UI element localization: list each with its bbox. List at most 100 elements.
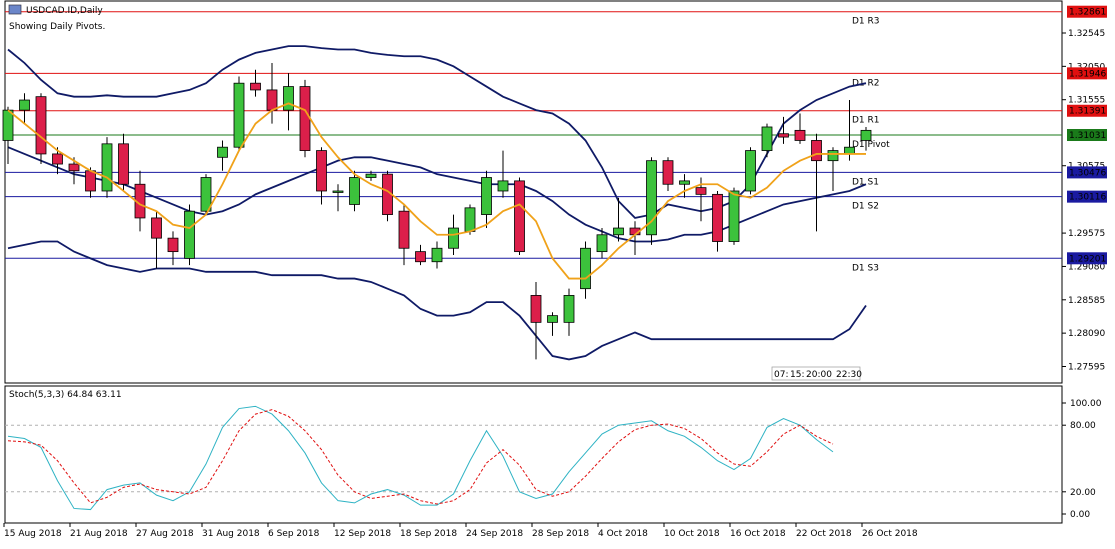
bull-candle	[646, 160, 657, 236]
candlesticks	[2, 62, 872, 360]
pivot-name: D1 Pivot	[852, 140, 890, 150]
bear-candle	[35, 96, 47, 155]
time-tick-label: 16 Oct 2018	[730, 529, 786, 539]
bear-candle	[266, 89, 278, 111]
time-tick-label: 28 Sep 2018	[532, 529, 589, 539]
time-tick-label: 15 Aug 2018	[4, 529, 62, 539]
bear-candle	[712, 193, 723, 242]
pivot-price-tag-label: 1.31946	[1069, 69, 1106, 79]
bull-candle	[745, 150, 756, 192]
bear-candle	[151, 217, 162, 239]
chart-window-icon	[8, 4, 22, 15]
session-time-marker: 07: 15: 20:00 22:30	[771, 366, 862, 381]
price-tick-label: 1.31555	[1068, 96, 1105, 106]
time-tick-label: 10 Oct 2018	[664, 529, 720, 539]
stoch-levels: 100.00 80.00 20.00 0.00	[5, 399, 1102, 520]
pivot-price-tag	[1067, 5, 1107, 18]
session-marker-box	[771, 366, 861, 381]
bollinger-bands	[7, 45, 867, 361]
bull-candle	[217, 146, 228, 158]
bear-candle	[52, 153, 63, 165]
price-tick-label: 1.32545	[1068, 29, 1105, 39]
bull-candle	[283, 86, 294, 111]
price-tick-label: 1.32050	[1068, 62, 1105, 72]
bull-candle	[613, 227, 624, 236]
price-panel-frame	[4, 0, 1063, 384]
bear-candle	[514, 180, 525, 253]
bear-candle	[316, 150, 327, 192]
bull-candle	[431, 247, 443, 263]
pivot-price-tag-label: 1.30476	[1069, 168, 1106, 178]
pivot-price-tag	[1067, 67, 1107, 80]
session-label-1: 07:	[774, 370, 788, 380]
bull-candle	[860, 129, 872, 141]
stoch-panel-frame	[4, 385, 1063, 524]
bear-candle	[662, 160, 674, 185]
price-tick-label: 1.28585	[1068, 296, 1105, 306]
time-tick-label: 6 Sep 2018	[268, 529, 320, 539]
time-tick-label: 12 Sep 2018	[334, 529, 391, 539]
session-label-3: 20:00	[806, 370, 832, 380]
time-tick-label: 27 Aug 2018	[136, 529, 194, 539]
bull-candle	[184, 210, 195, 259]
pivot-name: D1 S1	[852, 177, 879, 187]
pivot-price-tag	[1067, 252, 1107, 265]
bull-candle	[827, 150, 839, 162]
bull-candle	[365, 173, 377, 178]
moving-average-line	[7, 102, 866, 280]
stoch-level-label: 20.00	[1070, 488, 1096, 498]
bear-candle	[415, 251, 426, 263]
bull-candle	[332, 190, 344, 193]
bollinger-middle-line	[7, 146, 867, 243]
time-tick-label: 22 Oct 2018	[796, 529, 852, 539]
price-tick-label: 1.29575	[1068, 229, 1105, 239]
bear-candle	[250, 82, 261, 91]
time-axis: 15 Aug 2018 21 Aug 2018 27 Aug 2018 31 Aug …	[3, 523, 918, 539]
pivot-name: D1 R1	[852, 116, 880, 126]
bear-candle	[530, 295, 542, 323]
price-tick-label: 1.29080	[1068, 262, 1105, 272]
bear-candle	[398, 210, 410, 249]
bollinger-lower-line	[7, 240, 867, 361]
pivot-price-tag-label: 1.30116	[1069, 193, 1106, 203]
time-tick-label: 26 Oct 2018	[862, 529, 918, 539]
bear-candle	[118, 143, 129, 185]
stoch-level-label: 0.00	[1070, 510, 1090, 520]
pivot-name: D1 S3	[852, 263, 879, 273]
pivot-price-tag-label: 1.29201	[1069, 254, 1106, 264]
pivot-price-tag-label: 1.31031	[1069, 131, 1106, 141]
stoch-lines	[7, 405, 834, 511]
time-tick-label: 4 Oct 2018	[598, 529, 648, 539]
pivot-name: D1 R3	[852, 17, 880, 27]
stoch-label: Stoch(5,3,3) 64.84 63.11	[9, 390, 122, 400]
bull-candle	[497, 180, 509, 192]
pivot-price-tag	[1067, 190, 1107, 203]
bull-candle	[596, 234, 608, 253]
bull-candle	[563, 295, 575, 323]
bull-candle	[481, 177, 492, 215]
bear-candle	[794, 129, 806, 141]
price-tick-label: 1.27595	[1068, 362, 1105, 372]
bear-candle	[695, 187, 707, 195]
pivot-price-tags: 1.32861 1.31946 1.31391 1.31031 1.30476 1.301…	[1067, 5, 1107, 265]
time-tick-label: 24 Sep 2018	[466, 529, 523, 539]
pivot-price-tag-label: 1.31391	[1069, 107, 1106, 117]
bull-candle	[580, 247, 591, 290]
pivot-price-tag-label: 1.32861	[1069, 8, 1106, 18]
pivot-price-tag	[1067, 104, 1107, 117]
bear-candle	[299, 86, 311, 151]
time-tick-label: 31 Aug 2018	[202, 529, 260, 539]
chart-header: USDCAD.ID,Daily Showing Daily Pivots.	[8, 4, 105, 32]
stoch-level-label: 100.00	[1070, 399, 1102, 409]
bull-candle	[728, 190, 740, 242]
bull-candle	[844, 146, 855, 155]
stoch-signal-line	[7, 409, 834, 505]
pivot-price-tag	[1067, 166, 1107, 179]
pivot-subtitle: Showing Daily Pivots.	[9, 22, 105, 32]
bull-candle	[101, 143, 113, 192]
bear-candle	[167, 237, 179, 253]
bear-candle	[68, 163, 80, 172]
